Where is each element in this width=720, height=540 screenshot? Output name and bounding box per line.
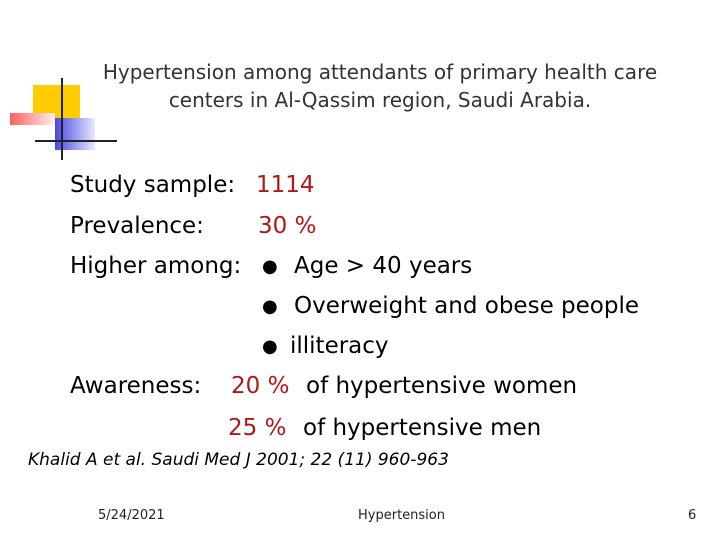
value: 20 % [231,373,290,399]
label: Study sample: [70,172,236,198]
value: 30 % [258,213,317,239]
label: Awareness: [70,373,202,399]
footer-date: 5/24/2021 [98,508,165,523]
footer-title: Hypertension [358,508,445,523]
citation: Khalid A et al. Saudi Med J 2001; 22 (11… [28,450,449,470]
decoration [10,78,117,160]
item: Age > 40 years [294,253,473,279]
item: of hypertensive men [303,415,542,441]
bullet: ● [262,336,278,357]
value: 1114 [256,172,315,198]
bullet: ● [262,256,278,277]
value: 25 % [228,415,287,441]
bullet: ● [262,296,278,317]
label: Higher among: [70,253,242,279]
label: Prevalence: [70,213,204,239]
red-bar [10,113,55,125]
item: of hypertensive women [306,373,578,399]
item: Overweight and obese people [294,293,639,319]
page-number: 6 [688,508,697,523]
title-line: centers in Al-Qassim region, Saudi Arabi… [168,88,592,112]
item: illiteracy [290,333,389,359]
title-line: Hypertension among attendants of primary… [102,60,658,84]
